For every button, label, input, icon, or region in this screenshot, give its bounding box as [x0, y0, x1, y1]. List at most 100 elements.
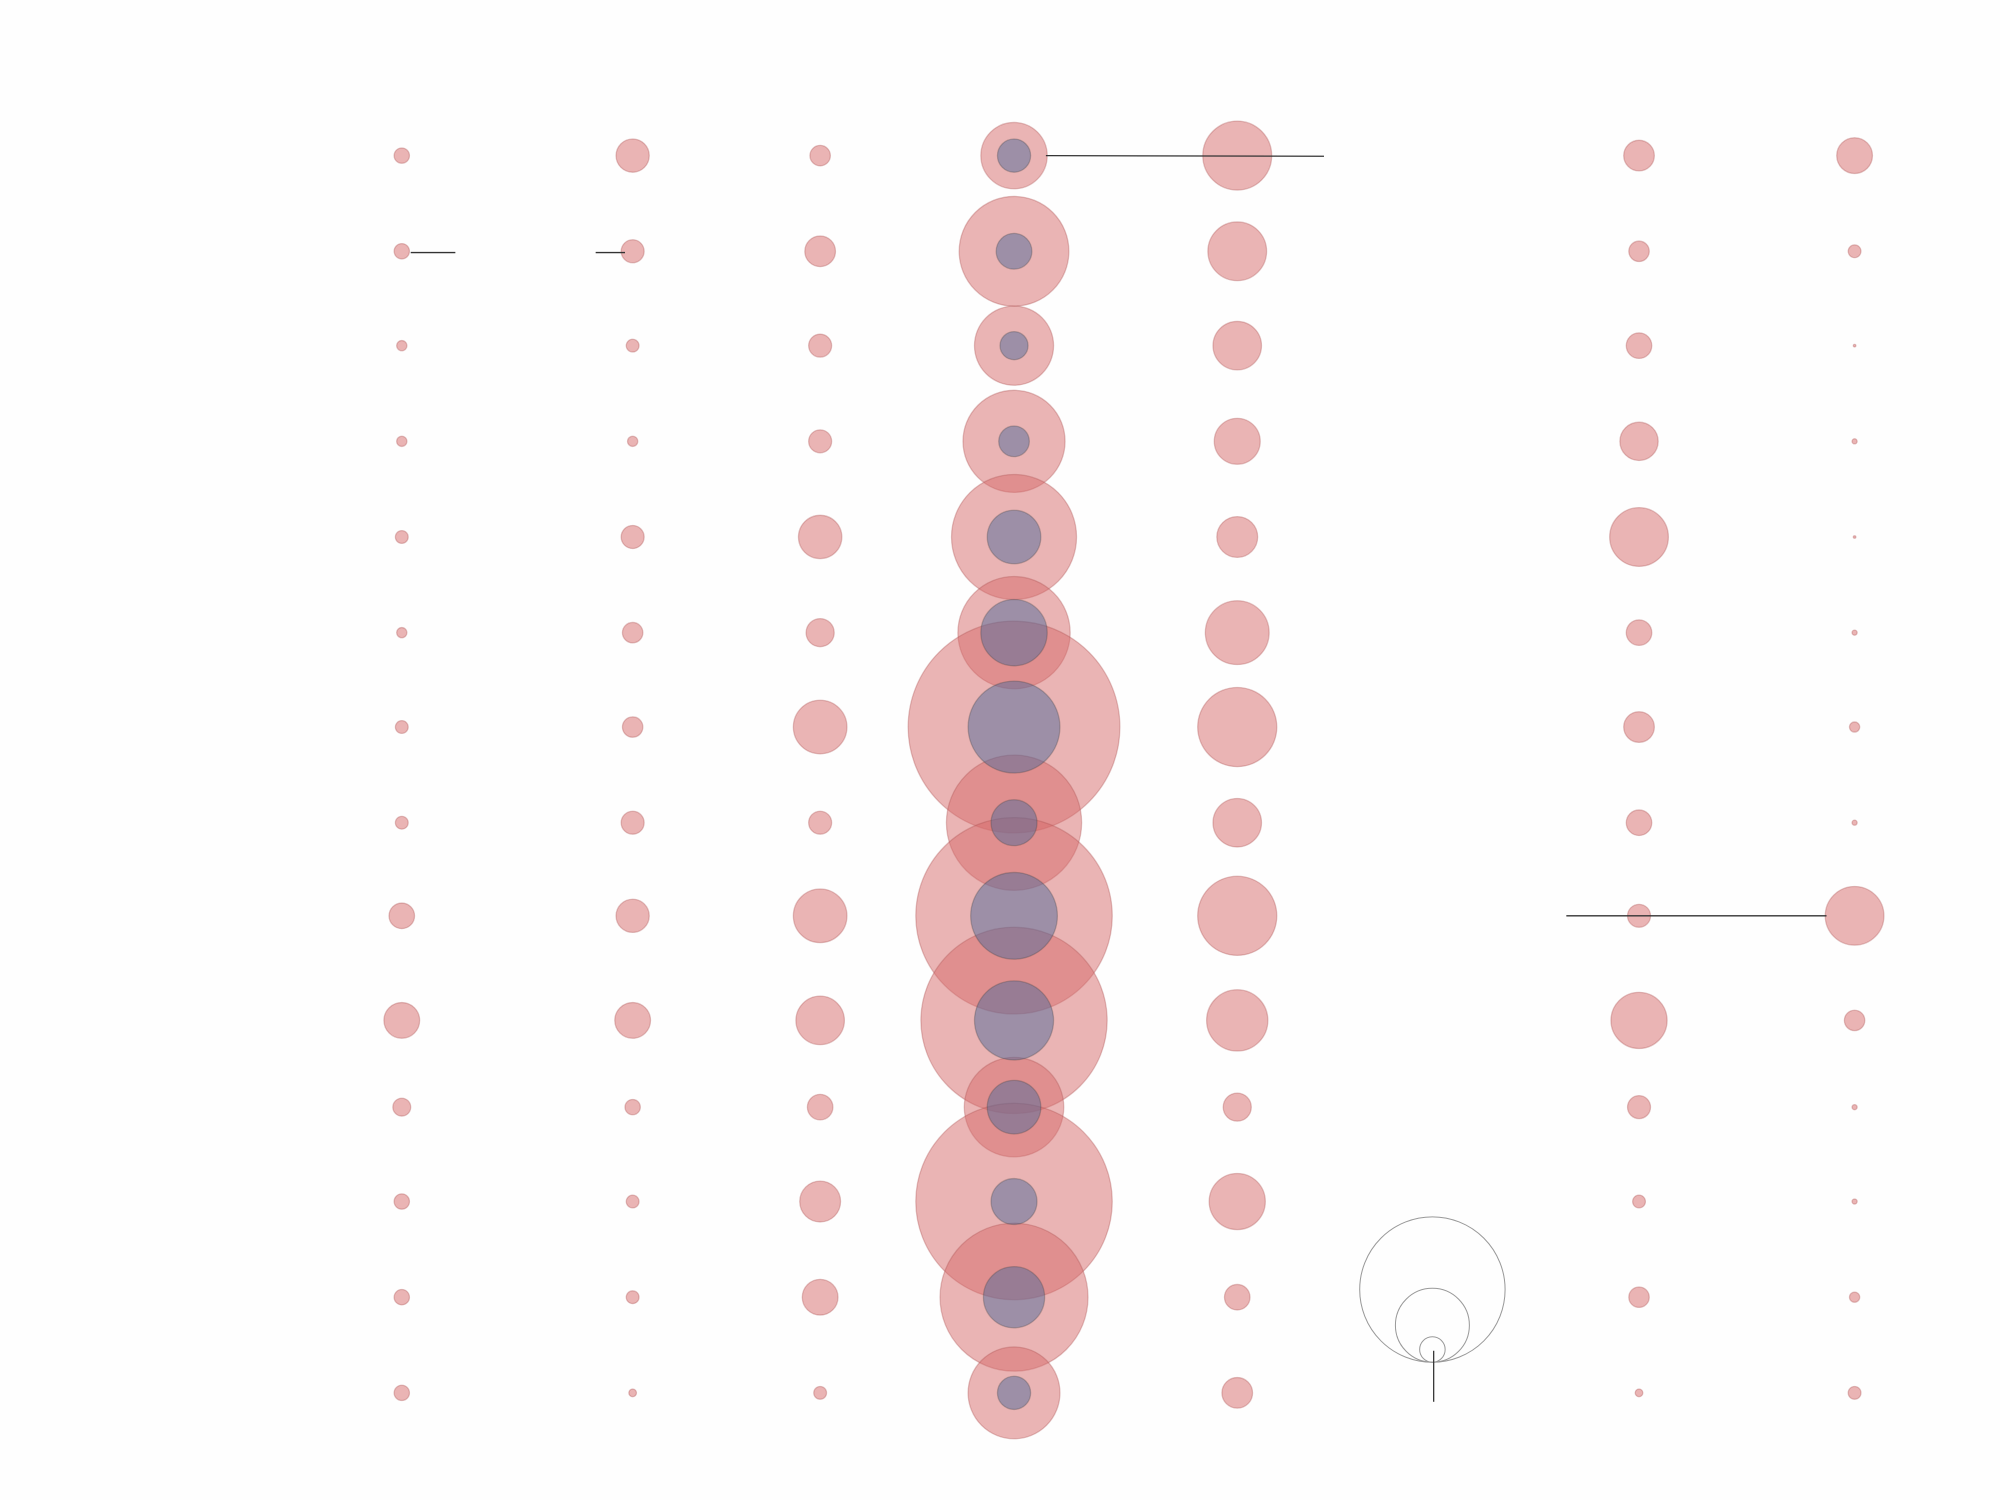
bubble: [1609, 507, 1670, 567]
bubble: [1851, 629, 1858, 636]
bubble: [1626, 1095, 1652, 1120]
bubble: [1824, 885, 1885, 946]
bubble: [1625, 332, 1653, 360]
bubble: [1848, 1291, 1861, 1303]
bubble: [1207, 221, 1268, 282]
bubble: [1223, 1283, 1251, 1311]
bubble: [1836, 137, 1874, 175]
bubble: [393, 147, 411, 164]
bubble: [1843, 1009, 1866, 1032]
bubble: [393, 1193, 411, 1210]
bubble: [805, 617, 835, 648]
bubble: [1197, 875, 1278, 956]
inner-bubble: [986, 509, 1042, 565]
bubble: [621, 716, 644, 738]
bubble: [396, 435, 408, 448]
bubble: [393, 1288, 411, 1306]
bubble: [1213, 417, 1261, 465]
bubble: [797, 514, 843, 560]
bubble: [615, 898, 650, 934]
bubble: [1212, 320, 1263, 371]
bubble: [1634, 1388, 1644, 1398]
bubble: [1852, 535, 1857, 539]
size-legend: [1359, 1216, 1506, 1402]
bubble: [806, 1093, 834, 1121]
annotation-line: [1045, 154, 1324, 157]
bubble: [1848, 721, 1861, 733]
bubble: [1216, 515, 1259, 559]
bubble: [383, 1001, 421, 1039]
bubble: [1205, 989, 1269, 1052]
bubble: [809, 144, 831, 167]
bubble: [392, 1097, 412, 1117]
bubble: [1623, 139, 1655, 172]
inner-bubble: [990, 1177, 1038, 1226]
bubble: [813, 1385, 828, 1400]
bubble: [1628, 240, 1650, 263]
bubble: [393, 1384, 411, 1402]
legend-circle: [1394, 1287, 1470, 1363]
bubble: [808, 429, 833, 454]
inner-bubble: [982, 1265, 1046, 1329]
bubble: [626, 435, 639, 448]
bubble: [1212, 797, 1263, 848]
bubble: [1623, 711, 1655, 743]
bubble: [620, 239, 645, 264]
bubble: [1619, 421, 1659, 462]
bubble: [625, 338, 640, 353]
bubble: [628, 1388, 638, 1398]
bubble: [394, 720, 409, 735]
bubble: [393, 242, 411, 260]
inner-bubble: [996, 138, 1032, 173]
inner-bubble: [980, 598, 1048, 667]
bubble: [394, 815, 409, 830]
inner-bubble: [990, 799, 1038, 847]
bubble: [799, 1180, 842, 1223]
bubble: [1847, 1385, 1862, 1400]
bubble: [615, 138, 650, 173]
inner-bubble: [973, 980, 1055, 1061]
bubbles: [383, 120, 1885, 1440]
bubble: [614, 1001, 652, 1039]
bubble: [625, 1194, 640, 1209]
annotation-lines: [410, 154, 1827, 917]
bubble: [792, 888, 848, 944]
bubble: [1847, 244, 1862, 259]
inner-bubble: [995, 232, 1033, 270]
bubble: [1851, 1103, 1858, 1111]
inner-bubble: [967, 680, 1061, 774]
bubble: [795, 995, 846, 1046]
bubble: [1625, 619, 1653, 647]
bubble: [1610, 991, 1668, 1050]
bubble: [804, 235, 837, 268]
bubble: [388, 902, 416, 930]
bubble: [394, 529, 409, 545]
bubble: [620, 524, 645, 550]
bubble: [1851, 1198, 1858, 1205]
inner-bubble: [986, 1079, 1042, 1135]
bubble: [808, 810, 833, 835]
inner-bubble: [999, 330, 1029, 361]
bubble: [1628, 1286, 1650, 1309]
bubble: [1851, 438, 1858, 445]
bubble: [624, 1098, 641, 1116]
bubble: [621, 621, 644, 644]
bubble: [801, 1278, 839, 1316]
bubble: [1851, 819, 1858, 826]
bubble: [396, 339, 408, 352]
bubble: [625, 1290, 640, 1305]
inner-bubble: [970, 871, 1059, 960]
bubble: [620, 810, 645, 835]
bubble: [1632, 1194, 1647, 1209]
bubble: [396, 626, 408, 639]
bubble: [808, 333, 833, 358]
bubble: [1204, 600, 1270, 666]
inner-bubble: [998, 425, 1030, 458]
bubble: [1208, 1172, 1266, 1231]
bubble: [1852, 343, 1857, 348]
bubble: [792, 699, 848, 755]
inner-bubble: [996, 1375, 1032, 1411]
bubble: [1625, 809, 1653, 837]
bubble: [1197, 686, 1278, 768]
